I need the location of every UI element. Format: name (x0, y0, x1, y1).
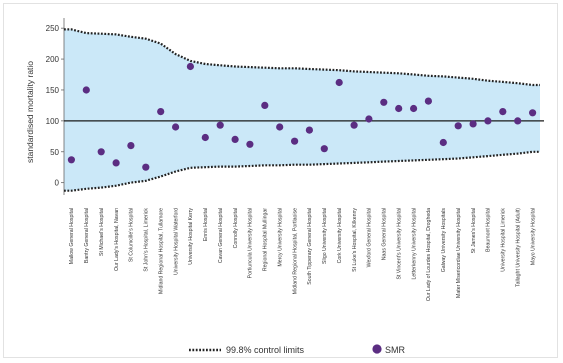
category-label: Bantry General Hospital (84, 208, 90, 263)
smr-point (454, 122, 462, 130)
control-band-area (64, 29, 540, 191)
smr-point (484, 117, 492, 125)
smr-point (291, 137, 299, 145)
smr-funnel-chart: 0 50 100 150 200 250 Mallow General Hospital B… (25, 18, 544, 355)
smr-point (216, 121, 224, 129)
category-label: University Hospital Kerry (188, 208, 194, 265)
category-label: Portiuncula University Hospital (248, 208, 254, 278)
smr-point (335, 78, 343, 87)
category-label: University Hospital Waterford (173, 208, 179, 275)
category-label: Regional Hospital Mullingar (263, 208, 269, 271)
category-label: St James's Hospital (471, 208, 477, 253)
smr-point (172, 123, 180, 131)
smr-point (395, 104, 403, 113)
smr-point (320, 145, 328, 153)
category-label: University Hospital Limerick (501, 208, 507, 272)
smr-point (261, 101, 269, 109)
category-label: Ennis Hospital (203, 208, 209, 241)
category-label: Naas General Hospital (382, 208, 388, 260)
smr-point (424, 97, 432, 105)
y-tick-label: 250 (46, 24, 60, 33)
smr-point (186, 62, 194, 71)
smr-point (97, 148, 105, 156)
y-tick-label: 100 (46, 117, 60, 126)
smr-point (276, 123, 284, 131)
smr-point (410, 104, 418, 113)
smr-point (201, 133, 209, 142)
category-label: St Michael's Hospital (99, 208, 105, 256)
y-tick-label: 0 (55, 179, 60, 188)
smr-point (142, 163, 150, 171)
smr-point (350, 121, 358, 129)
smr-point (469, 120, 477, 128)
category-label: St Vincent's University Hospital (397, 208, 403, 280)
smr-point (112, 159, 120, 167)
smr-point (82, 86, 90, 94)
smr-point (529, 109, 537, 117)
smr-point (67, 156, 75, 164)
category-label: Mallow General Hospital (69, 208, 75, 264)
category-label: Connolly Hospital (233, 208, 239, 248)
axes: 0 50 100 150 200 250 (46, 18, 544, 195)
smr-points (67, 62, 537, 171)
category-label: St Columcille's Hospital (129, 208, 135, 262)
smr-point (365, 115, 373, 123)
category-label: South Tipperary General Hospital (307, 208, 313, 285)
category-label: Mayo University Hospital (530, 208, 536, 265)
category-label: Mercy University Hospital (278, 208, 284, 267)
category-label: St Luke's Hospital, Kilkenny (352, 208, 358, 272)
legend-smr-marker (372, 344, 382, 354)
category-label: Mater Misericordiae University Hospital (456, 208, 462, 298)
smr-point (157, 108, 165, 116)
smr-point (380, 98, 388, 106)
category-label: Cork University Hospital (337, 208, 343, 263)
upper-control-limit (64, 28, 540, 87)
category-label: Our Lady of Lourdes Hospital, Drogheda (426, 208, 432, 301)
smr-point (499, 108, 507, 116)
legend-control-limits-label: 99.8% control limits (226, 345, 305, 355)
smr-point (439, 138, 447, 147)
lower-control-limit (64, 150, 540, 192)
legend-smr-label: SMR (385, 345, 406, 355)
smr-point (514, 117, 522, 125)
category-label: Midland Regional Hospital, Tullamore (159, 208, 165, 294)
category-label: Letterkenny University Hospital (411, 208, 417, 280)
category-label: Sligo University Hospital (322, 208, 328, 264)
smr-point (246, 140, 254, 148)
y-tick-label: 150 (46, 86, 60, 95)
y-axis-label: standardised mortality ratio (25, 61, 35, 163)
category-label: Cavan General Hospital (218, 208, 224, 263)
category-label: Tallaght University Hospital (Adult) (516, 208, 522, 287)
category-label: St John's Hospital, Limerick (144, 208, 150, 272)
y-tick-label: 50 (50, 148, 59, 157)
category-label: Wexford General Hospital (367, 208, 373, 267)
category-label: Our Lady's Hospital, Navan (114, 208, 120, 271)
category-label: Beaumont Hospital (486, 208, 492, 252)
y-tick-label: 200 (46, 55, 60, 64)
smr-point (305, 126, 313, 134)
category-label: Midland Regional Hospital, Portlaoise (292, 208, 298, 294)
category-labels: Mallow General Hospital Bantry General Ho… (69, 208, 536, 302)
category-label: Galway University Hospitals (441, 208, 447, 273)
control-limit-lines (64, 28, 540, 192)
smr-point (231, 135, 239, 143)
smr-point (127, 142, 135, 150)
legend: 99.8% control limits SMR (189, 344, 406, 355)
control-band (64, 29, 540, 191)
chart-frame: 0 50 100 150 200 250 Mallow General Hospital B… (3, 3, 558, 358)
